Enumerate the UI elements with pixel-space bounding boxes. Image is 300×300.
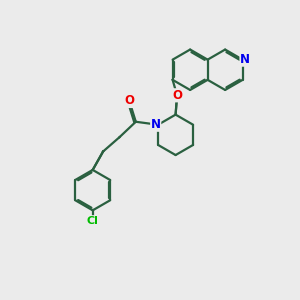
Text: N: N <box>240 53 250 66</box>
Text: N: N <box>151 118 161 131</box>
Text: O: O <box>172 89 182 102</box>
Text: Cl: Cl <box>87 216 99 226</box>
Text: O: O <box>124 94 135 107</box>
